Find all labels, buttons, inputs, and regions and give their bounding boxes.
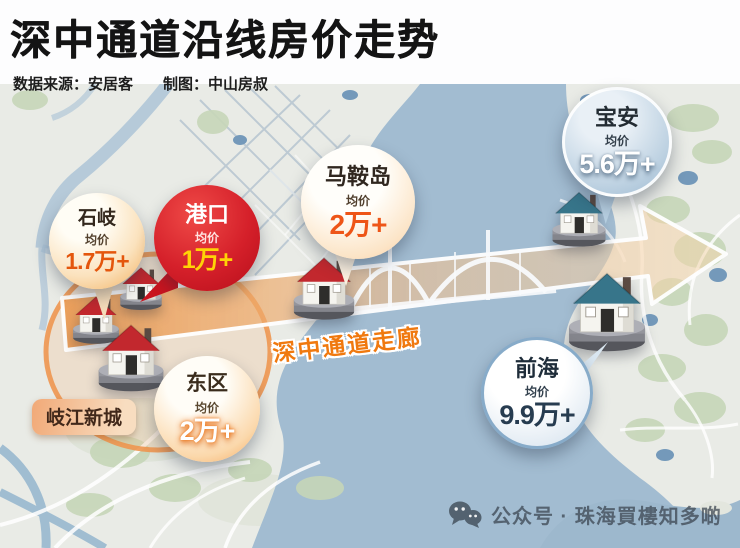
credit-label: 制图：中山房叔 bbox=[163, 76, 269, 93]
district-name: 港口 bbox=[184, 201, 229, 227]
district-name: 马鞍岛 bbox=[324, 164, 391, 190]
house-qianhai bbox=[554, 256, 660, 353]
bridge-illustration bbox=[347, 230, 557, 313]
coastal-water bbox=[540, 499, 740, 548]
price-value: 2万+ bbox=[179, 415, 236, 446]
district-name: 东区 bbox=[186, 372, 228, 396]
page-title: 深中通道沿线房价走势 bbox=[10, 17, 440, 63]
watermark: 公众号 · 珠海買樓知多啲 bbox=[448, 500, 722, 529]
data-source-label: 数据来源：安居客 bbox=[13, 76, 134, 93]
corridor-arrow bbox=[60, 204, 728, 352]
district-name: 石岐 bbox=[77, 207, 116, 229]
price-bubble-shiqi: 石岐 均价 1.7万+ bbox=[49, 193, 145, 289]
price-value: 2万+ bbox=[329, 208, 388, 240]
header-band bbox=[0, 0, 740, 84]
price-bubble-maandao: 马鞍岛 均价 2万+ bbox=[301, 145, 415, 259]
price-bubble-qianhai: 前海 均价 9.9万+ bbox=[481, 337, 593, 449]
header: 深中通道沿线房价走势 数据来源：安居客 制图：中山房叔 bbox=[10, 6, 440, 94]
price-value: 1万+ bbox=[181, 246, 234, 275]
watermark-text: 公众号 · 珠海買樓知多啲 bbox=[491, 506, 722, 528]
avg-label: 均价 bbox=[524, 385, 549, 400]
price-bubble-dongqu: 东区 均价 2万+ bbox=[154, 356, 260, 462]
avg-label: 均价 bbox=[194, 231, 219, 246]
price-value: 9.9万+ bbox=[499, 400, 575, 431]
avg-label: 均价 bbox=[194, 400, 219, 415]
subtitle: 数据来源：安居客 制图：中山房叔 bbox=[13, 73, 440, 94]
river-lines-south bbox=[0, 444, 108, 548]
wechat-icon bbox=[449, 501, 482, 528]
district-name: 宝安 bbox=[594, 104, 639, 130]
price-value: 1.7万+ bbox=[65, 248, 129, 275]
avg-label: 均价 bbox=[345, 193, 370, 208]
avg-label: 均价 bbox=[84, 233, 109, 248]
avg-label: 均价 bbox=[604, 134, 629, 149]
price-value: 5.6万+ bbox=[579, 149, 655, 180]
price-bubble-baoan: 宝安 均价 5.6万+ bbox=[562, 87, 672, 197]
region-tag-qijiang: 岐江新城 bbox=[32, 399, 137, 435]
price-bubble-gangkou: 港口 均价 1万+ bbox=[154, 185, 260, 291]
district-name: 前海 bbox=[514, 355, 559, 381]
